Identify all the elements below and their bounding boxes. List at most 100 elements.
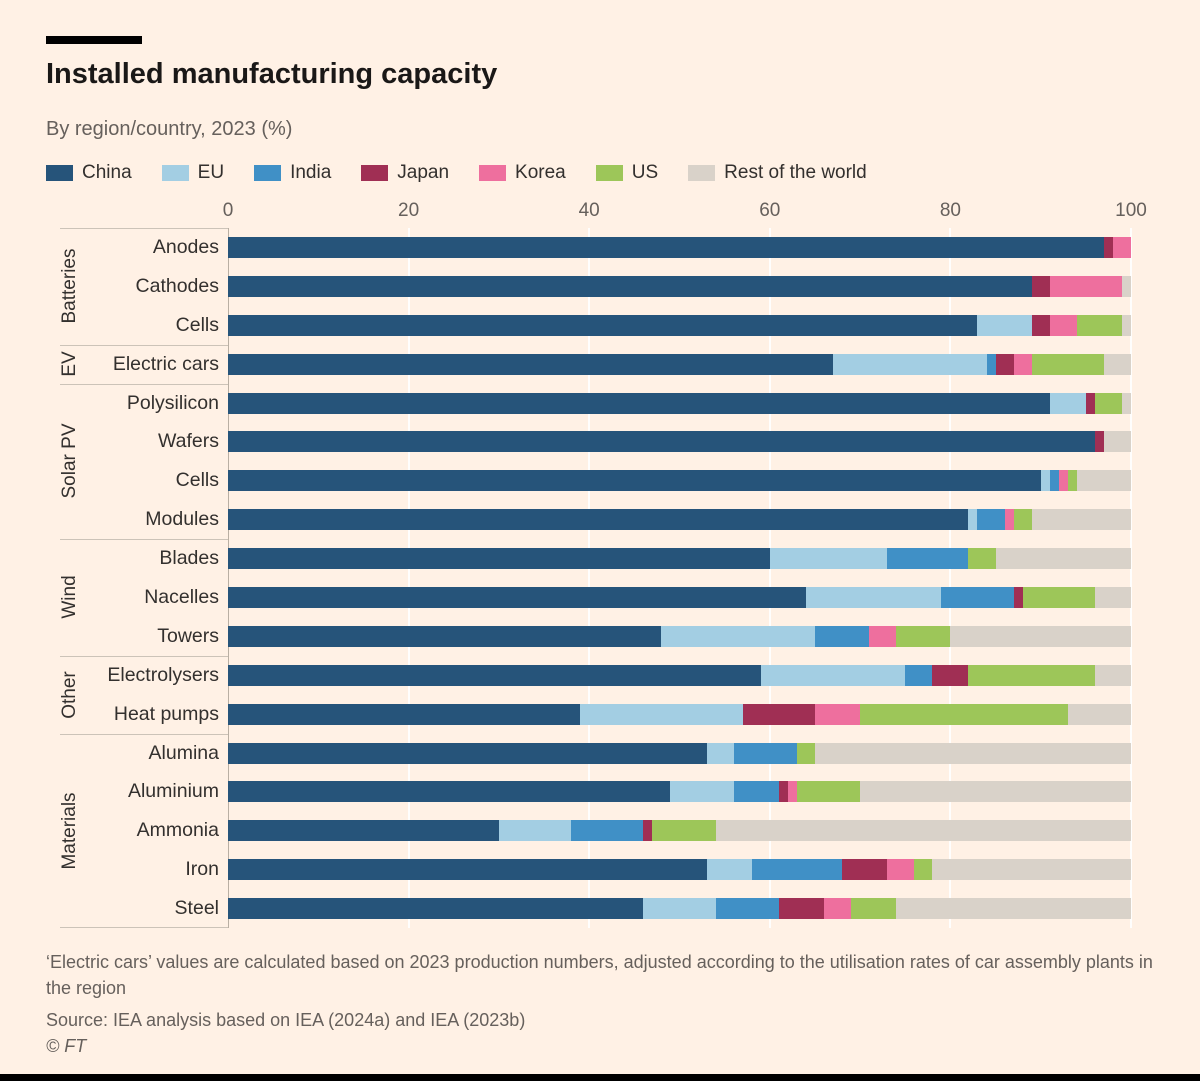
bar-row: [228, 228, 1131, 267]
legend-swatch: [595, 165, 623, 181]
bar-segment-us: [652, 820, 716, 842]
row-label: Alumina: [148, 741, 219, 764]
bar-row: [228, 617, 1131, 656]
row-label: Ammonia: [136, 819, 219, 842]
axis-tick: 40: [578, 200, 600, 221]
group-bars: [228, 539, 1200, 656]
stacked-bar: [228, 431, 1131, 453]
row-label: Cells: [175, 313, 219, 336]
bar-row: [228, 267, 1131, 306]
legend-swatch: [688, 165, 716, 181]
bar-segment-india: [887, 548, 969, 570]
bar-segment-us: [1076, 314, 1122, 336]
group-gutter: Other Electrolysers Heat pumps: [0, 655, 228, 734]
group-bars: [228, 384, 1200, 540]
bar-segment-rest-of-the-world: [1121, 275, 1131, 297]
bar-row: [228, 384, 1131, 423]
legend-label: US: [631, 162, 659, 183]
axis-ticks: 0 20 40 60 80 100: [223, 200, 1147, 224]
legend-label: Japan: [397, 162, 450, 183]
bar-row: [228, 772, 1131, 811]
bar-row: [228, 500, 1131, 539]
group-bars: [228, 656, 1200, 734]
bar-row: [228, 656, 1131, 695]
bar-segment-us: [968, 664, 1095, 686]
gridline: [407, 228, 410, 928]
group-label: Solar PV: [46, 384, 94, 540]
stacked-bar: [228, 353, 1131, 375]
row-label: Heat pumps: [113, 702, 219, 725]
row-label: Wafers: [157, 430, 219, 453]
bar-segment-china: [228, 820, 499, 842]
bar-segment-india: [733, 781, 779, 803]
bar-segment-india: [977, 509, 1005, 531]
legend-swatch: [161, 165, 189, 181]
gridline: [1130, 228, 1132, 928]
legend-item-india: India: [254, 162, 331, 184]
group-gutter: Batteries Anodes Cathodes Cells: [0, 228, 228, 345]
gridline: [768, 228, 771, 928]
stacked-bar: [228, 392, 1131, 414]
axis-tick: 0: [222, 200, 234, 221]
bar-segment-eu: [760, 664, 906, 686]
row-label: Iron: [185, 858, 219, 881]
bar-segment-japan: [742, 703, 815, 725]
legend-swatch: [479, 165, 507, 181]
bar-row: [228, 578, 1131, 617]
bar-row: [228, 734, 1131, 773]
chart-group-ev: EV Electric cars: [0, 344, 1200, 384]
chart-group-solar-pv: Solar PV Polysilicon Wafers Cells Modules: [0, 383, 1200, 540]
bar-segment-korea: [787, 781, 797, 803]
bar-segment-japan: [1013, 586, 1023, 608]
group-label-text: Solar PV: [59, 423, 80, 499]
bar-segment-rest-of-the-world: [995, 548, 1131, 570]
bar-row: [228, 850, 1131, 889]
bar-row: [228, 461, 1131, 500]
bar-segment-japan: [778, 781, 788, 803]
footer: ‘Electric cars’ values are calculated ba…: [46, 949, 1162, 1059]
bar-segment-rest-of-the-world: [1067, 703, 1131, 725]
bar-segment-us: [914, 859, 933, 881]
group-label: Wind: [46, 539, 94, 656]
stacked-bar: [228, 586, 1131, 608]
group-label-text: Other: [59, 670, 80, 719]
legend-item-china: China: [46, 162, 132, 184]
ft-copyright: © FT: [46, 1036, 87, 1056]
bar-segment-rest-of-the-world: [1121, 314, 1131, 336]
bar-segment-china: [228, 664, 761, 686]
bar-segment-rest-of-the-world: [814, 742, 1131, 764]
ft-bottom-rule: [0, 1074, 1200, 1081]
bar-segment-eu: [1049, 392, 1086, 414]
bar-segment-china: [228, 586, 806, 608]
stacked-bar: [228, 236, 1131, 258]
bar-segment-japan: [1085, 392, 1095, 414]
row-label: Aluminium: [127, 780, 219, 803]
bar-segment-korea: [1049, 314, 1077, 336]
bar-segment-china: [228, 509, 969, 531]
bar-segment-japan: [1031, 314, 1050, 336]
chart-group-materials: Materials Alumina Aluminium Ammonia Iron Stee…: [0, 733, 1200, 929]
bar-segment-rest-of-the-world: [1094, 664, 1131, 686]
axis-tick: 60: [759, 200, 781, 221]
stacked-bar: [228, 781, 1131, 803]
bar-segment-us: [796, 781, 861, 803]
bar-segment-china: [228, 859, 707, 881]
group-bars: [228, 345, 1200, 384]
bar-segment-eu: [977, 314, 1032, 336]
row-labels: Polysilicon Wafers Cells Modules: [94, 384, 228, 540]
chart-groups: Batteries Anodes Cathodes Cells EV Electric c…: [0, 228, 1200, 929]
group-gutter: EV Electric cars: [0, 344, 228, 384]
bar-segment-china: [228, 703, 581, 725]
row-label: Towers: [157, 624, 219, 647]
group-bars: [228, 228, 1200, 345]
row-label: Anodes: [152, 236, 219, 258]
axis-tick: 80: [939, 200, 961, 221]
chart-area: Batteries Anodes Cathodes Cells EV Electric c…: [0, 228, 1200, 934]
bar-segment-japan: [1094, 431, 1104, 453]
bar-segment-eu: [706, 859, 752, 881]
group-label-text: Batteries: [59, 248, 80, 324]
bar-segment-rest-of-the-world: [1103, 431, 1131, 453]
row-label: Nacelles: [144, 586, 219, 609]
bar-segment-korea: [1004, 509, 1014, 531]
